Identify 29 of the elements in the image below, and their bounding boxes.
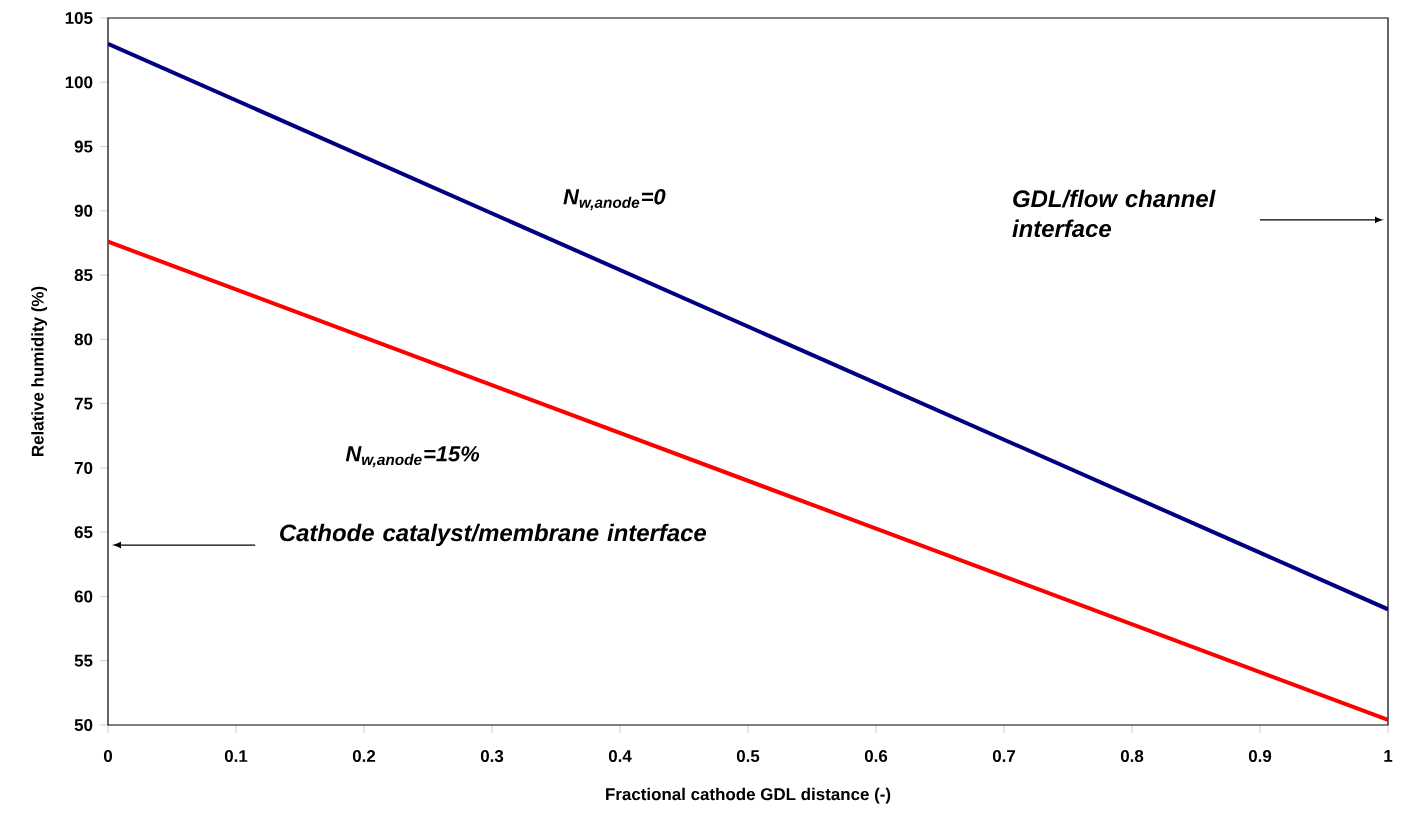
- y-tick-label: 60: [74, 590, 93, 603]
- y-tick-label: 70: [74, 461, 93, 474]
- y-tick-label: 105: [65, 12, 93, 24]
- x-tick-label: 0.7: [992, 750, 1016, 763]
- y-tick-label: 55: [74, 654, 93, 667]
- x-tick-label: 0: [103, 750, 113, 763]
- y-tick-label: 85: [74, 269, 93, 282]
- x-tick-label: 0.6: [864, 750, 888, 763]
- y-axis-title: Relative humidity (%): [31, 286, 48, 457]
- y-tick-label: 100: [65, 76, 93, 89]
- x-tick-label: 0.1: [224, 750, 248, 763]
- x-tick-label: 0.4: [608, 750, 632, 763]
- x-tick-label: 0.3: [480, 750, 504, 763]
- annotation: GDL/flow channel interface: [1012, 189, 1216, 238]
- series-label: N$_{w,anode}$=0: [563, 188, 666, 211]
- y-tick-label: 90: [74, 204, 93, 217]
- x-axis-title: Fractional cathode GDL distance (-): [606, 787, 891, 804]
- y-tick-label: 80: [74, 333, 93, 346]
- annotation: Cathode catalyst/membrane interface: [280, 523, 707, 547]
- y-tick-label: 50: [74, 719, 93, 731]
- x-tick-label: 0.9: [1248, 750, 1272, 763]
- x-tick-label: 1: [1384, 750, 1393, 762]
- y-tick-label: 75: [74, 397, 93, 410]
- y-tick-label: 65: [74, 526, 93, 539]
- x-tick-label: 0.2: [352, 750, 376, 763]
- x-tick-label: 0.8: [1120, 750, 1144, 763]
- text: N$_{w,anode}$=15%: [345, 446, 480, 468]
- y-tick-label: 95: [74, 140, 93, 153]
- x-tick-label: 0.5: [736, 750, 760, 763]
